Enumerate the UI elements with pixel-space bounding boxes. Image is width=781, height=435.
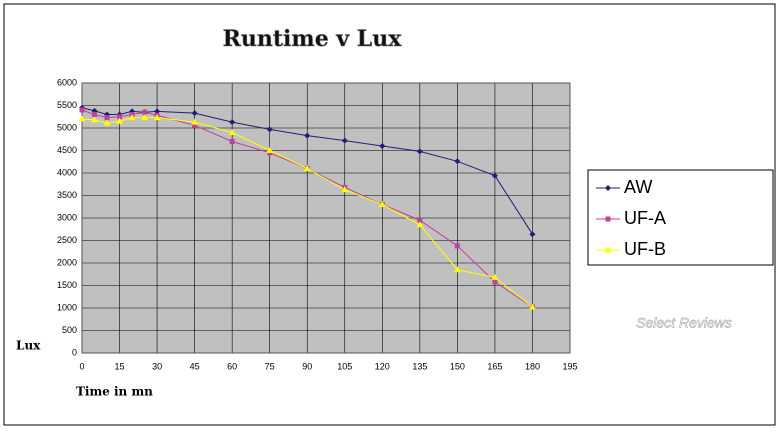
- marker: [191, 118, 199, 125]
- marker: [92, 112, 98, 117]
- x-tick-label: 195: [562, 361, 577, 371]
- x-tick-label: 15: [115, 361, 125, 371]
- legend: [587, 169, 774, 266]
- y-tick-label: 5000: [57, 122, 77, 132]
- legend-label: AW: [624, 177, 652, 197]
- marker: [491, 273, 499, 280]
- x-tick-label: 0: [79, 361, 84, 371]
- marker: [416, 148, 423, 155]
- marker: [78, 115, 86, 122]
- x-tick-label: 30: [152, 361, 162, 371]
- x-tick-label: 120: [375, 361, 390, 371]
- marker: [103, 119, 111, 126]
- legend-label: UF-A: [624, 208, 666, 228]
- y-tick-label: 4500: [57, 145, 77, 155]
- marker: [229, 119, 236, 126]
- marker: [491, 172, 498, 179]
- marker: [528, 303, 536, 310]
- marker: [529, 231, 536, 238]
- marker: [266, 147, 274, 153]
- marker: [191, 110, 198, 117]
- x-axis-label: Time in mn: [76, 385, 153, 399]
- marker: [91, 116, 99, 123]
- marker: [454, 158, 461, 165]
- x-tick-label: 75: [265, 361, 275, 371]
- x-tick-label: 165: [487, 361, 502, 371]
- y-tick-label: 3000: [57, 212, 77, 222]
- marker: [303, 165, 311, 171]
- x-tick-label: 180: [525, 361, 540, 371]
- y-tick-label: 2000: [57, 257, 77, 267]
- y-axis-label: Lux: [16, 339, 41, 353]
- marker: [79, 107, 85, 113]
- marker: [492, 279, 498, 285]
- y-tick-label: 4000: [57, 167, 77, 177]
- marker: [453, 266, 461, 273]
- marker: [128, 114, 136, 121]
- y-tick-label: 1500: [57, 280, 77, 290]
- x-tick-label: 60: [227, 361, 237, 371]
- legend-label: UF-B: [624, 239, 666, 259]
- y-tick-label: 3500: [57, 190, 77, 200]
- marker: [378, 201, 386, 207]
- marker: [266, 126, 273, 133]
- y-tick-label: 500: [62, 325, 77, 335]
- marker: [141, 114, 149, 121]
- marker: [341, 137, 348, 144]
- x-tick-label: 135: [412, 361, 427, 371]
- x-tick-label: 45: [190, 361, 200, 371]
- marker: [454, 243, 460, 249]
- y-tick-label: 1000: [57, 302, 77, 312]
- watermark: Select Reviews: [636, 315, 732, 331]
- x-tick-label: 105: [337, 361, 352, 371]
- marker: [604, 246, 612, 253]
- marker: [228, 129, 236, 135]
- marker: [153, 114, 161, 121]
- y-tick-label: 5500: [57, 100, 77, 110]
- marker: [304, 132, 311, 139]
- marker: [154, 108, 161, 115]
- y-tick-label: 0: [72, 347, 77, 357]
- chart-title: Runtime v Lux: [223, 26, 403, 52]
- marker: [117, 114, 123, 120]
- marker: [416, 221, 424, 228]
- marker: [104, 115, 110, 121]
- x-tick-label: 150: [450, 361, 465, 371]
- x-tick-label: 90: [302, 361, 312, 371]
- y-tick-label: 2500: [57, 235, 77, 245]
- marker: [192, 122, 198, 128]
- marker: [229, 139, 235, 144]
- plot-border: [81, 82, 571, 354]
- marker: [379, 143, 386, 149]
- marker: [341, 186, 349, 193]
- marker: [417, 217, 423, 223]
- y-tick-label: 6000: [57, 77, 77, 87]
- marker: [605, 216, 611, 222]
- marker: [605, 185, 611, 191]
- marker: [116, 117, 124, 124]
- marker: [142, 109, 148, 115]
